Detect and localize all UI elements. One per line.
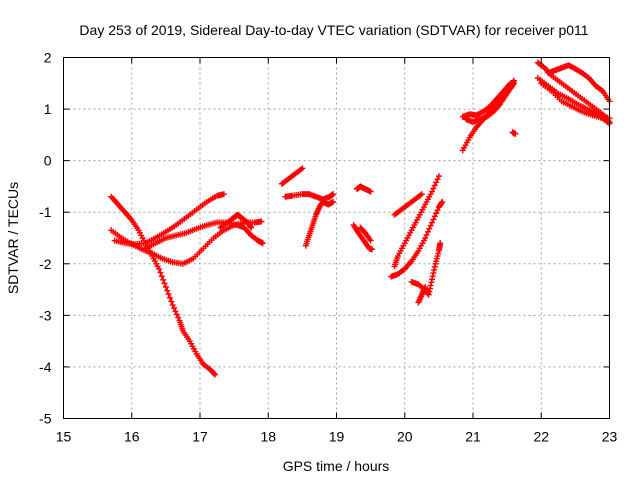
data-point <box>220 191 227 198</box>
series-pass-m <box>391 173 442 270</box>
data-point <box>248 224 255 231</box>
y-tick-label: 2 <box>44 50 52 66</box>
x-tick-label: 21 <box>465 429 481 445</box>
data-point <box>172 308 179 315</box>
data-point <box>258 218 265 225</box>
series-pass-w <box>538 80 613 127</box>
data-point <box>164 287 171 294</box>
series-pass-k <box>357 224 374 244</box>
data-point <box>168 298 175 305</box>
data-point <box>434 176 441 183</box>
data-point <box>423 231 430 238</box>
data-point <box>173 311 180 318</box>
series-pass-f <box>278 165 306 187</box>
y-tick-label: -1 <box>39 204 52 220</box>
x-tick-label: 18 <box>260 429 276 445</box>
series-pass-t <box>509 129 519 137</box>
data-point <box>368 246 375 253</box>
series-pass-x <box>545 62 613 105</box>
data-point <box>259 240 266 247</box>
data-point <box>431 213 438 220</box>
x-tick-label: 17 <box>192 429 208 445</box>
data-point <box>367 237 374 244</box>
data-point <box>158 273 165 280</box>
data-points <box>108 59 613 378</box>
data-point <box>429 219 436 226</box>
data-point <box>427 222 434 229</box>
chart-title: Day 253 of 2019, Sidereal Day-to-day VTE… <box>79 22 588 38</box>
series-pass-r <box>463 77 517 125</box>
series-pass-a <box>108 193 219 378</box>
y-tick-label: 1 <box>44 101 52 117</box>
data-point <box>433 179 440 186</box>
data-point <box>434 207 441 214</box>
series-pass-c <box>111 191 227 248</box>
data-point <box>165 291 172 298</box>
y-tick-label: 0 <box>44 153 52 169</box>
data-point <box>422 283 429 290</box>
data-point <box>424 228 431 235</box>
x-tick-label: 15 <box>56 429 72 445</box>
x-tick-labels: 15 16 17 18 19 20 21 22 23 <box>56 429 618 445</box>
data-point <box>330 198 337 205</box>
series-pass-l <box>391 191 425 218</box>
data-point <box>430 216 437 223</box>
x-tick-label: 22 <box>533 429 549 445</box>
series-pass-s <box>459 80 514 120</box>
data-point <box>510 77 517 84</box>
series-pass-h <box>302 198 337 249</box>
data-point <box>157 269 164 276</box>
series-pass-g <box>282 191 337 203</box>
y-tick-label: -2 <box>39 256 52 272</box>
y-tick-label: -5 <box>39 411 52 427</box>
series-pass-d <box>142 219 266 252</box>
series-pass-i <box>353 183 374 195</box>
series-pass-v <box>534 75 613 122</box>
data-point <box>166 294 173 301</box>
data-point <box>330 191 337 198</box>
data-point <box>429 188 436 195</box>
series-pass-p <box>415 283 429 306</box>
data-point <box>299 165 306 172</box>
data-point <box>212 371 219 378</box>
series-pass-e <box>217 211 255 231</box>
data-point <box>422 235 429 241</box>
data-point <box>426 225 433 232</box>
y-tick-label: -4 <box>39 359 52 375</box>
x-tick-label: 16 <box>124 429 140 445</box>
data-point <box>439 198 446 205</box>
data-point <box>437 240 444 247</box>
data-point <box>435 173 442 180</box>
x-tick-label: 23 <box>602 429 618 445</box>
data-point <box>175 314 182 321</box>
data-point <box>512 130 519 137</box>
data-point <box>367 188 374 195</box>
data-point <box>169 302 176 309</box>
x-tick-label: 20 <box>397 429 413 445</box>
data-point <box>211 370 218 377</box>
axis-ticks <box>63 57 610 419</box>
data-point <box>430 185 437 192</box>
x-tick-label: 19 <box>329 429 345 445</box>
y-axis-label: SDTVAR / TECUs <box>5 182 21 294</box>
data-point <box>161 280 168 287</box>
y-tick-labels: -5 -4 -3 -2 -1 0 1 2 <box>39 50 52 427</box>
series-pass-n <box>388 198 446 280</box>
data-point <box>160 276 167 283</box>
y-tick-label: -3 <box>39 307 52 323</box>
data-point <box>162 283 169 290</box>
data-point <box>507 80 514 87</box>
x-axis-label: GPS time / hours <box>283 458 390 474</box>
data-point <box>418 191 425 198</box>
data-point <box>433 210 440 217</box>
data-point <box>156 265 163 272</box>
data-point <box>431 182 438 189</box>
data-point <box>171 305 178 312</box>
